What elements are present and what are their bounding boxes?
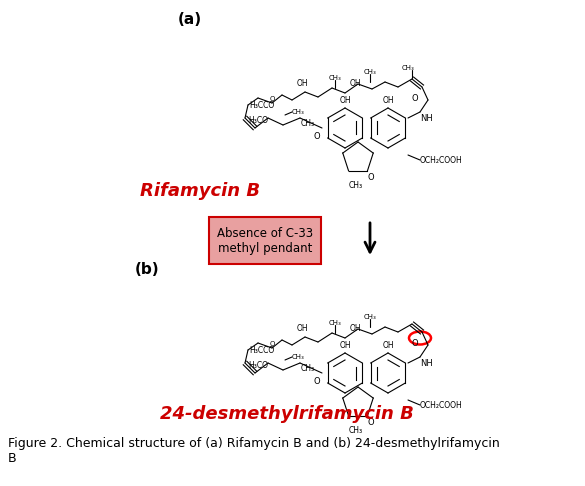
Text: (b): (b) (135, 262, 160, 277)
Text: H₃CO: H₃CO (248, 116, 268, 124)
Text: O: O (412, 339, 418, 347)
Text: 24-desmethylrifamycin B: 24-desmethylrifamycin B (160, 405, 414, 423)
Text: O: O (314, 377, 320, 385)
Text: O: O (368, 173, 374, 181)
Text: OH: OH (297, 79, 308, 87)
Text: CH₃: CH₃ (364, 69, 376, 75)
Text: OH: OH (350, 324, 362, 332)
Text: H₃CCO: H₃CCO (250, 346, 275, 354)
Text: CH₃: CH₃ (292, 109, 305, 115)
Text: OH: OH (339, 96, 351, 104)
Text: CH₃: CH₃ (301, 119, 315, 127)
Text: H₃CO: H₃CO (248, 361, 268, 369)
Text: CH₃: CH₃ (329, 75, 342, 81)
Text: OH: OH (339, 341, 351, 349)
Text: OH: OH (350, 79, 362, 87)
Text: NH: NH (420, 114, 433, 122)
Text: CH₃: CH₃ (329, 320, 342, 326)
Text: O: O (270, 96, 275, 102)
FancyBboxPatch shape (209, 217, 321, 264)
Text: O: O (412, 93, 418, 103)
Text: OCH₂COOH: OCH₂COOH (420, 400, 463, 410)
Text: CH₃: CH₃ (292, 354, 305, 360)
Text: O: O (368, 417, 374, 427)
Text: OH: OH (297, 324, 308, 332)
Text: Figure 2. Chemical structure of (a) Rifamycin B and (b) 24-desmethylrifamycin
B: Figure 2. Chemical structure of (a) Rifa… (8, 437, 500, 465)
Text: O: O (314, 132, 320, 140)
Text: H₃CCO: H₃CCO (250, 101, 275, 109)
Text: CH₃: CH₃ (349, 426, 363, 434)
Text: Absence of C-33
methyl pendant: Absence of C-33 methyl pendant (217, 226, 313, 255)
Text: CH₃: CH₃ (364, 314, 376, 320)
Text: Rifamycin B: Rifamycin B (140, 182, 260, 200)
Text: OH: OH (382, 96, 394, 104)
Text: (a): (a) (178, 12, 202, 27)
Text: CH₃: CH₃ (402, 65, 414, 71)
Text: O: O (270, 341, 275, 347)
Text: OH: OH (382, 341, 394, 349)
Text: OCH₂COOH: OCH₂COOH (420, 156, 463, 164)
Text: NH: NH (420, 359, 433, 367)
Text: CH₃: CH₃ (349, 180, 363, 190)
Text: CH₃: CH₃ (301, 364, 315, 372)
